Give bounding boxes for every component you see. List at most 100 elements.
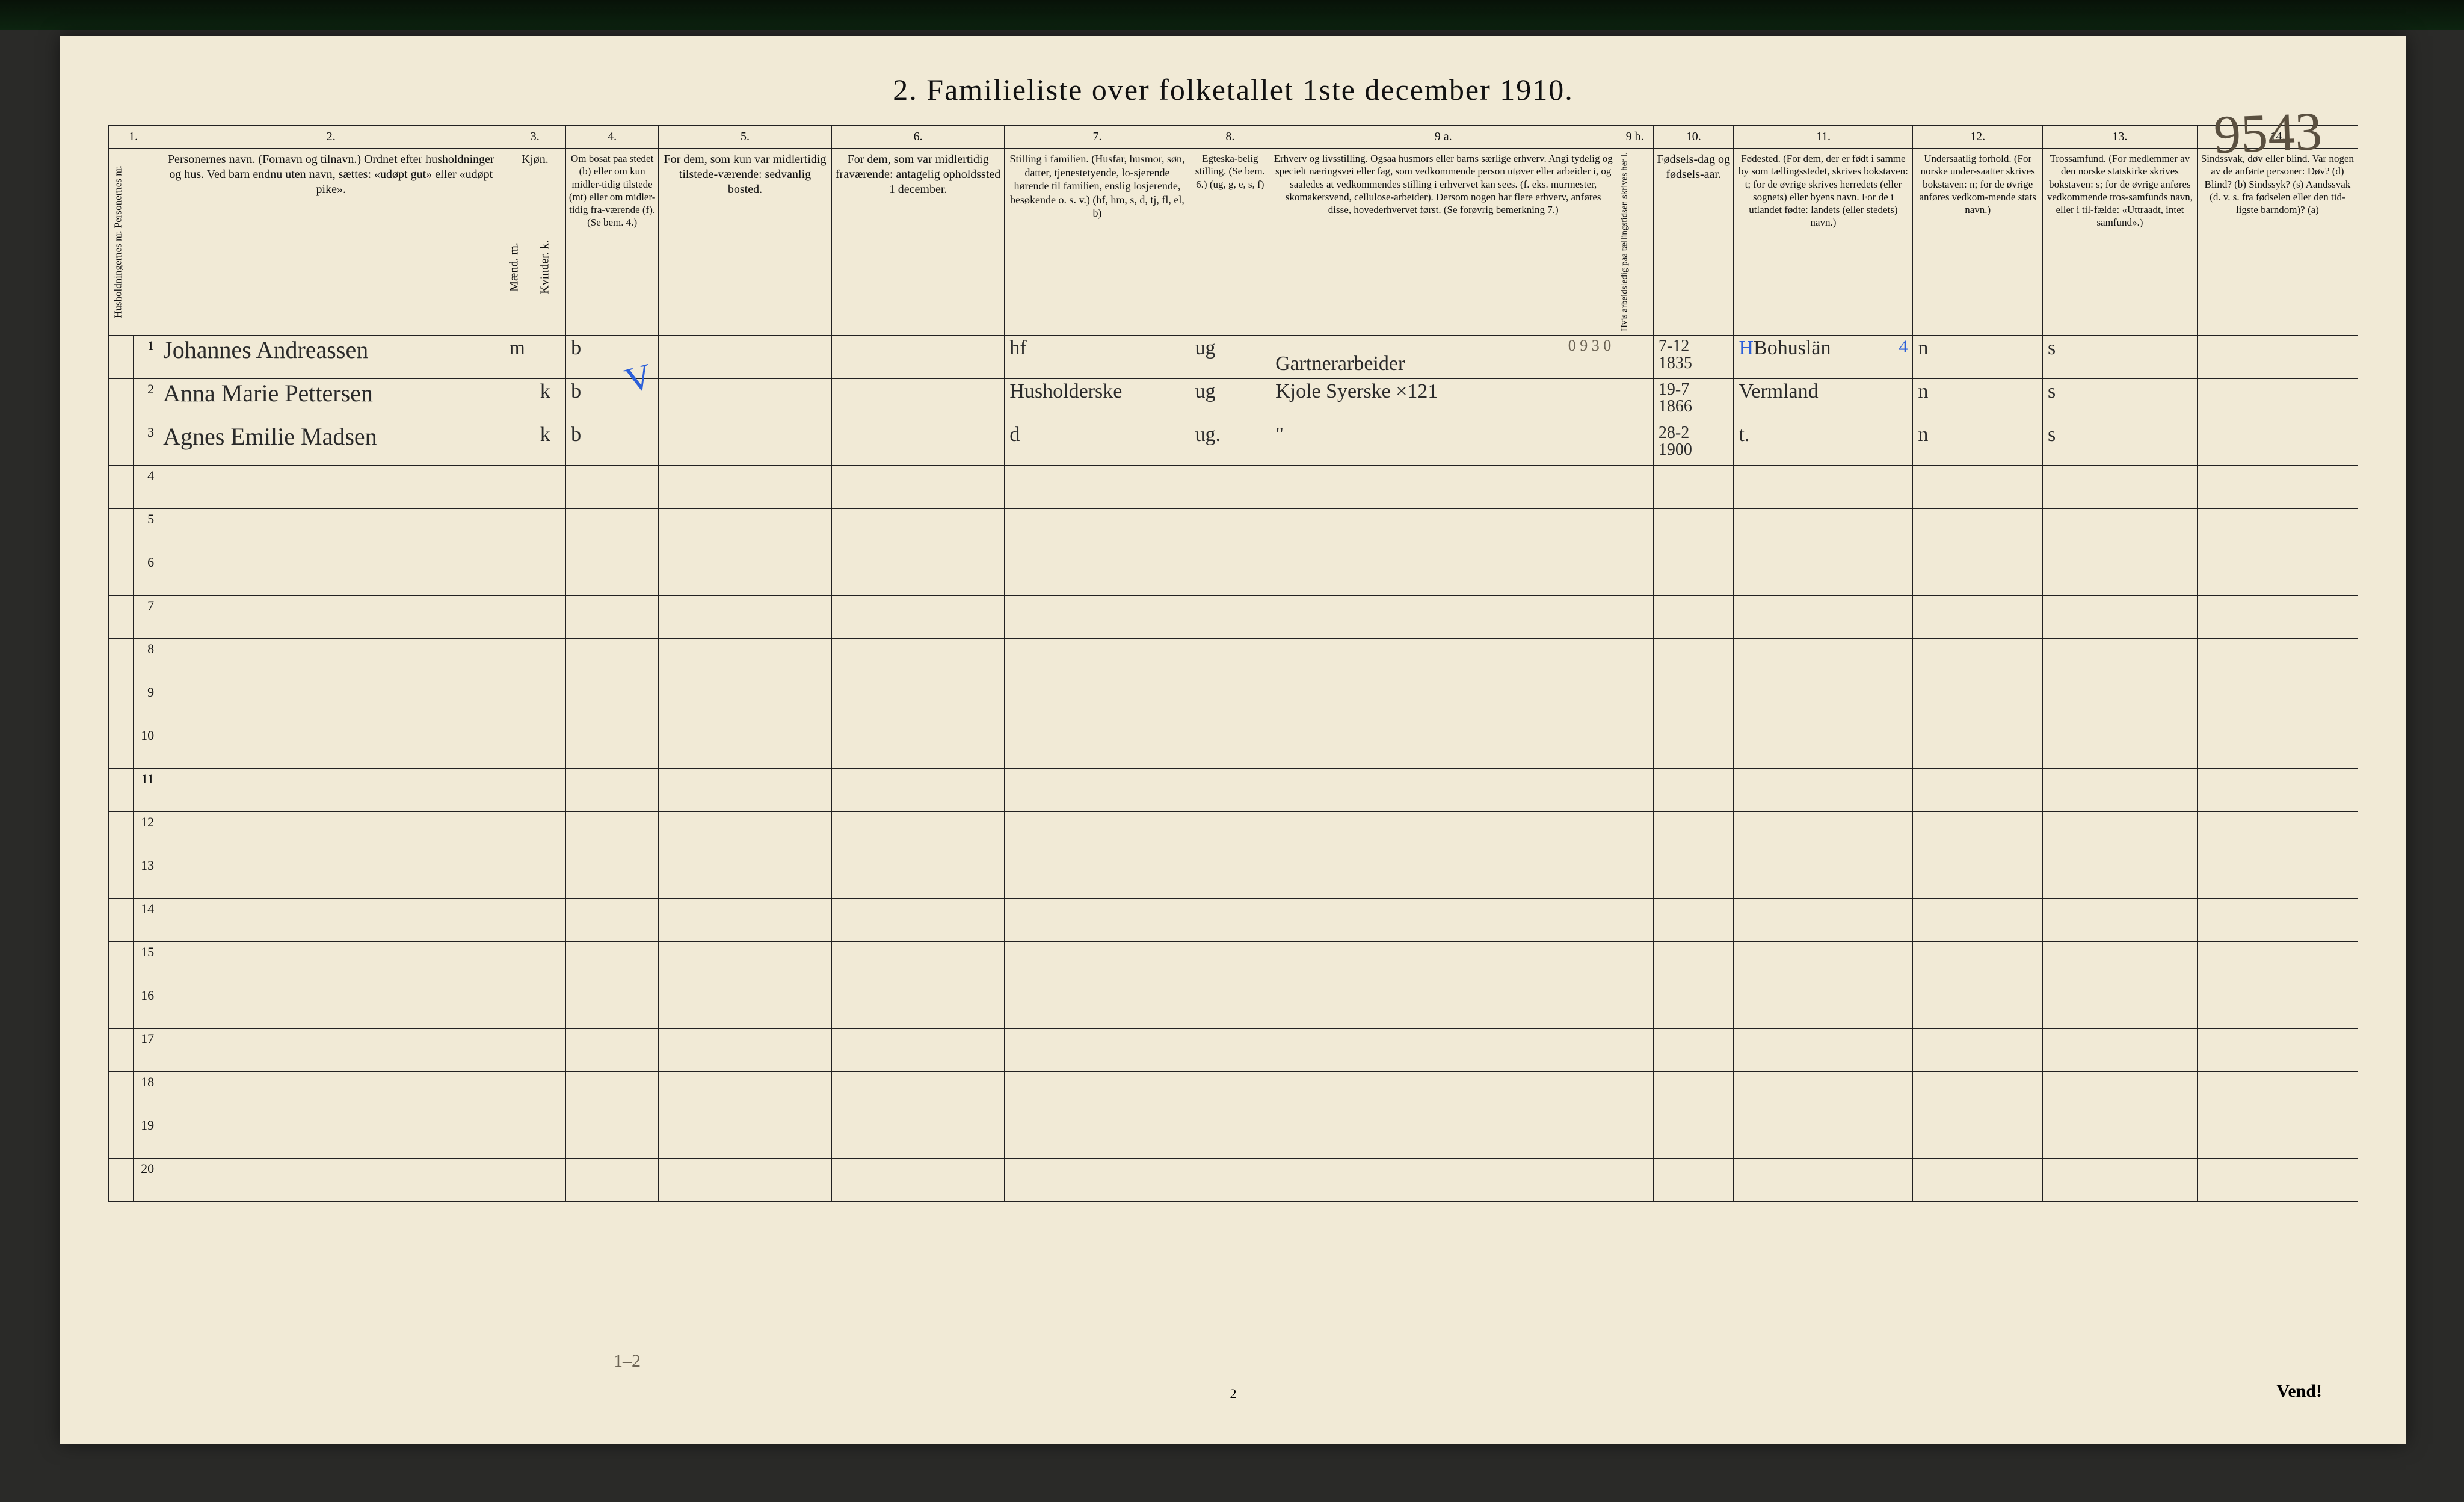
household-nr (109, 985, 134, 1028)
nationality: n (1913, 378, 2043, 422)
empty-cell (831, 811, 1005, 855)
table-row-empty: 18 (109, 1071, 2358, 1115)
empty-cell (1190, 595, 1270, 638)
empty-cell (659, 725, 832, 768)
empty-cell (659, 682, 832, 725)
empty-cell (1005, 508, 1190, 552)
empty-cell (1734, 1115, 1913, 1158)
person-nr: 17 (134, 1028, 158, 1071)
empty-cell (535, 855, 565, 898)
empty-cell (158, 811, 504, 855)
household-nr (109, 378, 134, 422)
table-row-empty: 9 (109, 682, 2358, 725)
empty-cell (535, 595, 565, 638)
empty-cell (2043, 465, 2198, 508)
empty-cell (1190, 725, 1270, 768)
empty-cell (566, 855, 659, 898)
person-nr: 8 (134, 638, 158, 682)
empty-cell (1190, 682, 1270, 725)
empty-cell (1190, 811, 1270, 855)
empty-cell (158, 1115, 504, 1158)
c5 (659, 335, 832, 378)
c9b (1616, 335, 1654, 378)
empty-cell (1734, 638, 1913, 682)
empty-cell (535, 1071, 565, 1115)
empty-cell (1270, 1158, 1616, 1201)
empty-cell (2197, 811, 2358, 855)
empty-cell (1734, 768, 1913, 811)
empty-cell (566, 1028, 659, 1071)
empty-cell (1734, 855, 1913, 898)
blue-annotation-4: 4 (1899, 338, 1908, 356)
empty-cell (1190, 855, 1270, 898)
empty-cell (1653, 855, 1734, 898)
empty-cell (1913, 855, 2043, 898)
empty-cell (535, 638, 565, 682)
empty-cell (566, 508, 659, 552)
empty-cell (535, 682, 565, 725)
empty-cell (504, 552, 535, 595)
empty-cell (1653, 941, 1734, 985)
person-nr: 1 (134, 335, 158, 378)
empty-cell (1653, 1158, 1734, 1201)
empty-cell (831, 682, 1005, 725)
table-row: 1Johannes Andreassenmbhfug0 9 3 0Gartner… (109, 335, 2358, 378)
birthplace: t. (1734, 422, 1913, 465)
household-nr (109, 335, 134, 378)
empty-cell (2197, 1115, 2358, 1158)
empty-cell (1616, 595, 1654, 638)
empty-cell (2043, 1028, 2198, 1071)
empty-cell (1913, 941, 2043, 985)
family-position: d (1005, 422, 1190, 465)
c14 (2197, 378, 2358, 422)
hdr-c14: Sindssvak, døv eller blind. Var nogen av… (2197, 149, 2358, 336)
empty-cell (566, 898, 659, 941)
person-nr: 3 (134, 422, 158, 465)
colnum-10: 10. (1653, 126, 1734, 149)
table-row-empty: 8 (109, 638, 2358, 682)
empty-cell (1190, 1158, 1270, 1201)
person-nr: 7 (134, 595, 158, 638)
page-title: 2. Familieliste over folketallet 1ste de… (108, 72, 2358, 107)
c9b (1616, 378, 1654, 422)
table-row-empty: 10 (109, 725, 2358, 768)
empty-cell (1734, 811, 1913, 855)
person-nr: 18 (134, 1071, 158, 1115)
empty-cell (1190, 465, 1270, 508)
empty-cell (2043, 941, 2198, 985)
handwritten-page-number: 9543 (2213, 100, 2323, 166)
empty-cell (1913, 768, 2043, 811)
empty-cell (566, 768, 659, 811)
table-row-empty: 11 (109, 768, 2358, 811)
empty-cell (535, 552, 565, 595)
empty-cell (1270, 855, 1616, 898)
empty-cell (831, 898, 1005, 941)
empty-cell (1190, 638, 1270, 682)
household-nr (109, 1158, 134, 1201)
empty-cell (566, 725, 659, 768)
colnum-7: 7. (1005, 126, 1190, 149)
empty-cell (1190, 768, 1270, 811)
empty-cell (1005, 465, 1190, 508)
empty-cell (1913, 682, 2043, 725)
empty-cell (158, 682, 504, 725)
person-nr: 12 (134, 811, 158, 855)
sex-m (504, 422, 535, 465)
empty-cell (1616, 1028, 1654, 1071)
empty-cell (1913, 1115, 2043, 1158)
empty-cell (831, 1028, 1005, 1071)
empty-cell (2043, 552, 2198, 595)
birth-date: 7-12 1835 (1653, 335, 1734, 378)
colnum-3: 3. (504, 126, 566, 149)
empty-cell (659, 638, 832, 682)
empty-cell (1913, 898, 2043, 941)
empty-cell (1270, 552, 1616, 595)
empty-cell (535, 941, 565, 985)
empty-cell (1270, 898, 1616, 941)
c5 (659, 422, 832, 465)
colnum-1: 1. (109, 126, 158, 149)
birthplace: Vermland (1734, 378, 1913, 422)
table-row-empty: 5 (109, 508, 2358, 552)
empty-cell (1913, 1071, 2043, 1115)
empty-cell (504, 1071, 535, 1115)
